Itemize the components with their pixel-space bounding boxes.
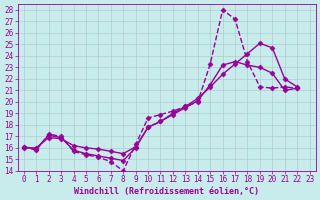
X-axis label: Windchill (Refroidissement éolien,°C): Windchill (Refroidissement éolien,°C) [74, 187, 259, 196]
